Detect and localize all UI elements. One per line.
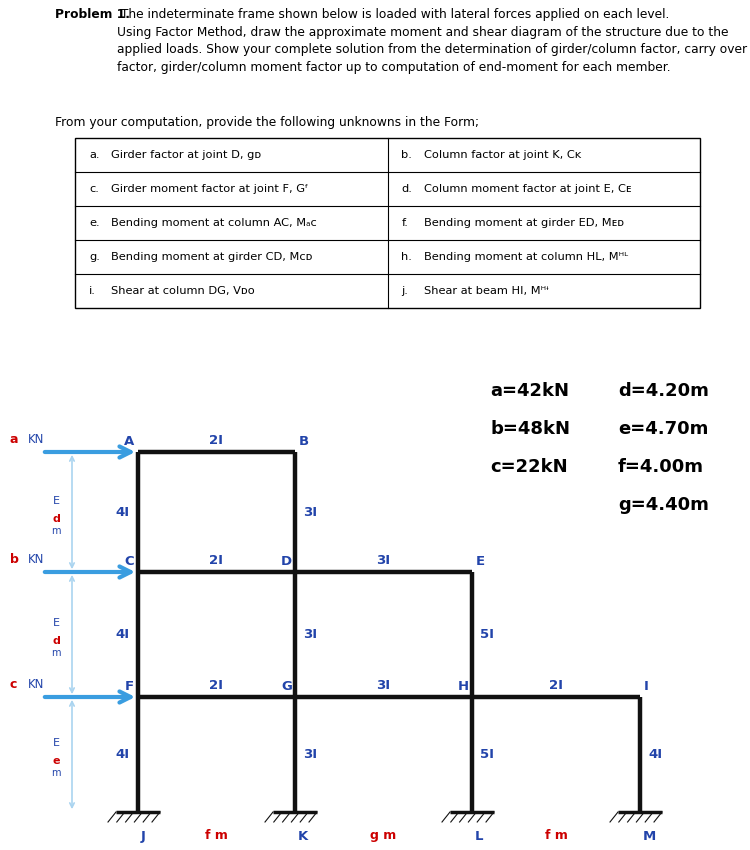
Text: Shear at beam HI, Mᴴᶤ: Shear at beam HI, Mᴴᶤ [424,286,548,296]
Text: d: d [52,514,60,524]
Text: 2I: 2I [209,679,223,692]
Text: b.: b. [401,150,412,160]
Text: a: a [10,433,19,446]
Text: m: m [51,768,61,779]
Text: a=42kN: a=42kN [490,382,569,400]
Text: b=48kN: b=48kN [490,420,570,438]
Text: D: D [280,555,292,568]
Text: 4I: 4I [116,749,130,762]
Text: Shear at column DG, Vᴅᴏ: Shear at column DG, Vᴅᴏ [111,286,255,296]
Text: m: m [51,526,61,536]
Text: d.: d. [401,184,412,194]
Text: Problem 1.: Problem 1. [55,8,130,21]
Text: j.: j. [401,286,408,296]
Text: I: I [644,680,649,693]
Text: 4I: 4I [116,628,130,642]
Text: M: M [643,830,656,843]
Text: Bending moment at column AC, Mₐᴄ: Bending moment at column AC, Mₐᴄ [111,218,316,228]
Text: H: H [458,680,469,693]
Text: Girder moment factor at joint F, Gᶠ: Girder moment factor at joint F, Gᶠ [111,184,308,194]
Text: 3I: 3I [303,749,317,762]
Text: 3I: 3I [303,628,317,642]
Text: m: m [51,649,61,659]
Text: 4I: 4I [648,749,662,762]
Text: E: E [53,739,59,749]
Text: KN: KN [28,678,44,691]
Text: a.: a. [89,150,100,160]
Text: K: K [298,830,308,843]
Text: e.: e. [89,218,100,228]
Text: 5I: 5I [480,628,494,642]
Text: e: e [53,756,60,767]
Text: 2I: 2I [209,554,223,567]
Text: KN: KN [28,553,44,566]
Text: b: b [10,553,19,566]
Text: d=4.20m: d=4.20m [618,382,709,400]
Text: Bending moment at girder ED, Mᴇᴅ: Bending moment at girder ED, Mᴇᴅ [424,218,624,228]
Text: From your computation, provide the following unknowns in the Form;: From your computation, provide the follo… [55,116,479,129]
Bar [75,138,700,309]
Text: 2I: 2I [549,679,563,692]
Text: F: F [124,680,134,693]
Text: Column factor at joint K, Cᴋ: Column factor at joint K, Cᴋ [424,150,580,160]
Text: E: E [53,619,59,628]
Text: KN: KN [28,433,44,446]
Text: g.: g. [89,252,100,262]
Text: 3I: 3I [376,554,390,567]
Text: The indeterminate frame shown below is loaded with lateral forces applied on eac: The indeterminate frame shown below is l… [117,8,747,73]
Text: g m: g m [370,829,396,842]
Text: Bending moment at girder CD, Mᴄᴅ: Bending moment at girder CD, Mᴄᴅ [111,252,313,262]
Text: i.: i. [89,286,96,296]
Text: B: B [299,435,309,448]
Text: 3I: 3I [303,506,317,518]
Text: g=4.40m: g=4.40m [618,496,709,514]
Text: E: E [53,496,59,506]
Text: 4I: 4I [116,506,130,518]
Text: f m: f m [205,829,227,842]
Text: f.: f. [401,218,408,228]
Text: d: d [52,637,60,647]
Text: 2I: 2I [209,434,223,447]
Text: c: c [10,678,17,691]
Text: Girder factor at joint D, gᴅ: Girder factor at joint D, gᴅ [111,150,261,160]
Text: c=22kN: c=22kN [490,458,568,476]
Text: A: A [124,435,134,448]
Text: f=4.00m: f=4.00m [618,458,704,476]
Text: C: C [124,555,134,568]
Text: f m: f m [544,829,568,842]
Text: E: E [476,555,485,568]
Text: J: J [141,830,146,843]
Text: 5I: 5I [480,749,494,762]
Text: 3I: 3I [376,679,390,692]
Text: Column moment factor at joint E, Cᴇ: Column moment factor at joint E, Cᴇ [424,184,631,194]
Text: L: L [475,830,484,843]
Text: c.: c. [89,184,99,194]
Text: Bending moment at column HL, Mᴴᴸ: Bending moment at column HL, Mᴴᴸ [424,252,628,262]
Text: G: G [281,680,292,693]
Text: h.: h. [401,252,412,262]
Text: e=4.70m: e=4.70m [618,420,708,438]
